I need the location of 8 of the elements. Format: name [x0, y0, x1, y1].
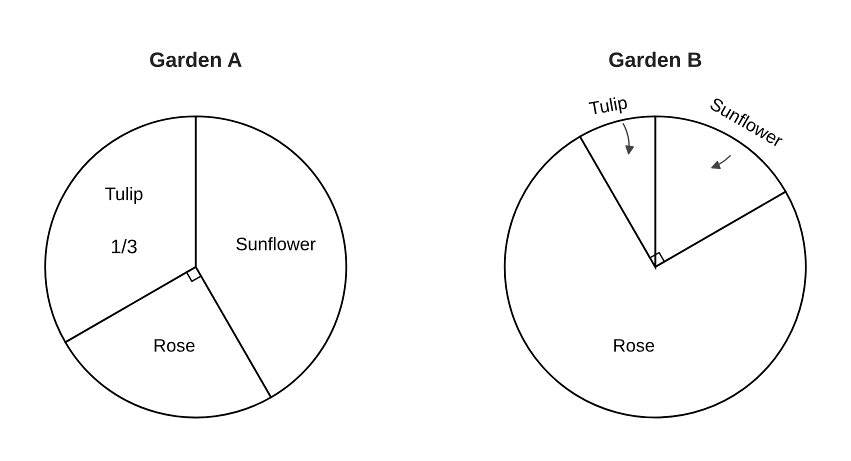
chart-title: Garden A — [150, 52, 242, 68]
slice-label: Rose — [154, 339, 195, 352]
chart-title: Garden B — [609, 52, 702, 68]
slice-label: Rose — [614, 339, 654, 352]
slice-label: Tulip — [588, 95, 628, 119]
data-label: 1/3 — [112, 239, 137, 254]
slice-label: Tulip — [105, 187, 142, 204]
slice-label: Sunflower — [236, 237, 316, 250]
